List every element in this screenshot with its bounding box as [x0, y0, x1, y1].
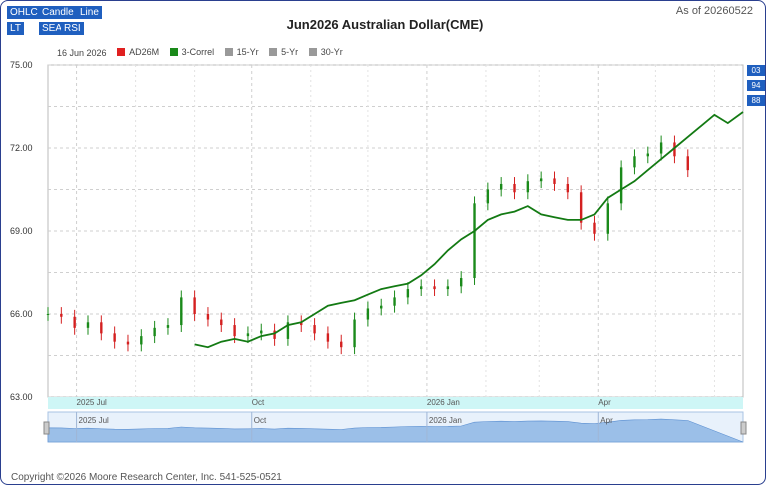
navigator-area: [47, 418, 744, 443]
y-tick-label: 75.00: [10, 60, 33, 70]
price-candle: [246, 333, 250, 337]
price-candle: [433, 286, 436, 290]
x-tick-label: Apr: [598, 398, 611, 407]
x-tick-label: 2026 Jan: [427, 398, 460, 407]
line-button[interactable]: Line: [77, 6, 102, 19]
price-candle: [646, 153, 649, 157]
price-candle: [686, 156, 689, 171]
right-tag-2[interactable]: 94: [747, 80, 765, 91]
y-tick-label: 66.00: [10, 309, 33, 319]
15yr-swatch-icon: [224, 48, 233, 56]
price-candle: [260, 330, 263, 334]
price-candle: [499, 183, 503, 190]
price-candle: [326, 333, 330, 342]
price-candle: [206, 314, 210, 320]
x-axis-band: [48, 397, 743, 409]
as-of-date: As of 20260522: [675, 5, 753, 17]
x-axis: 2025 Jul Oct 2026 Jan Apr: [77, 398, 612, 407]
copyright: Copyright ©2026 Moore Research Center, I…: [11, 472, 282, 483]
legend-item-ad26m[interactable]: AD26M: [117, 47, 159, 57]
price-candle: [126, 341, 130, 345]
price-candle: [180, 297, 183, 326]
price-candle: [406, 289, 410, 298]
price-candle: [593, 222, 596, 234]
price-candle: [486, 189, 490, 204]
price-candle: [459, 278, 463, 287]
x-tick-label: Oct: [252, 398, 265, 407]
navigator-tick-label: Oct: [254, 416, 267, 425]
price-candle: [286, 322, 290, 339]
price-candle: [420, 286, 423, 290]
price-candle: [446, 286, 450, 290]
ohlc-button[interactable]: OHLC: [7, 6, 41, 19]
price-candle: [46, 314, 50, 315]
price-candle: [553, 178, 556, 184]
right-tag-1[interactable]: 03: [747, 65, 765, 76]
legend-item-15-yr[interactable]: 15-Yr: [224, 47, 259, 57]
navigator-tick-label: Apr: [600, 416, 613, 425]
legend-item-3-correl[interactable]: 3-Correl: [169, 47, 214, 57]
price-candle: [300, 322, 303, 326]
legend-date: 16 Jun 2026: [57, 48, 107, 58]
price-candle: [380, 305, 383, 309]
price-candle: [673, 142, 676, 157]
rsi-button[interactable]: RSI: [61, 22, 84, 35]
price-candle: [220, 319, 223, 326]
price-candle: [273, 330, 276, 339]
30yr-swatch-icon: [308, 48, 317, 56]
price-candle: [579, 192, 583, 223]
grid: [48, 64, 743, 398]
price-candle: [193, 297, 196, 314]
candle-button[interactable]: Candle: [39, 6, 77, 19]
correl-swatch-icon: [169, 48, 178, 56]
x-tick-label: 2025 Jul: [77, 398, 107, 407]
price-candle: [73, 316, 76, 328]
y-tick-label: 72.00: [10, 143, 33, 153]
price-candle: [366, 308, 370, 320]
sea-button[interactable]: SEA: [39, 22, 66, 35]
price-candle: [86, 322, 90, 328]
y-tick-label: 69.00: [10, 226, 33, 236]
navigator-tick-label: 2025 Jul: [79, 416, 109, 425]
price-candle: [619, 167, 623, 204]
price-candle: [633, 156, 636, 168]
5yr-swatch-icon: [269, 48, 278, 56]
price-candle: [393, 297, 396, 306]
price-candle: [659, 142, 663, 154]
price-candle: [166, 325, 170, 328]
chart-title: Jun2026 Australian Dollar(CME): [286, 17, 484, 32]
correl-line: [194, 111, 744, 349]
price-candle: [526, 181, 530, 193]
legend: 16 Jun 2026 AD26M 3-Correl 15-Yr 5-Yr 30…: [57, 47, 351, 58]
price-candle: [513, 183, 516, 193]
legend-item-5-yr[interactable]: 5-Yr: [269, 47, 298, 57]
price-candles: [46, 135, 689, 355]
price-candle: [566, 183, 570, 193]
ad26m-swatch-icon: [117, 48, 126, 56]
price-candle: [539, 178, 543, 182]
y-tick-label: 63.00: [10, 392, 33, 402]
price-candle: [113, 333, 116, 342]
price-candle: [140, 336, 143, 345]
navigator[interactable]: 2025 Jul Oct 2026 Jan Apr: [43, 411, 747, 443]
price-candle: [606, 203, 610, 234]
price-candle: [60, 314, 63, 317]
price-candle: [340, 341, 343, 348]
navigator-right-handle[interactable]: [740, 421, 747, 435]
price-candle: [153, 327, 156, 337]
navigator-tick-label: 2026 Jan: [429, 416, 462, 425]
legend-item-30-yr[interactable]: 30-Yr: [308, 47, 343, 57]
price-candle: [100, 322, 103, 334]
y-axis: 75.00 72.00 69.00 66.00 63.00: [10, 60, 33, 402]
price-candle: [353, 319, 356, 348]
right-tag-3[interactable]: 88: [747, 95, 765, 106]
price-candle: [313, 325, 316, 334]
lt-button[interactable]: LT: [7, 22, 24, 35]
price-candle: [233, 325, 236, 337]
navigator-ticks: 2025 Jul Oct 2026 Jan Apr: [76, 412, 613, 442]
navigator-left-handle[interactable]: [43, 421, 50, 435]
price-candle: [473, 203, 476, 279]
